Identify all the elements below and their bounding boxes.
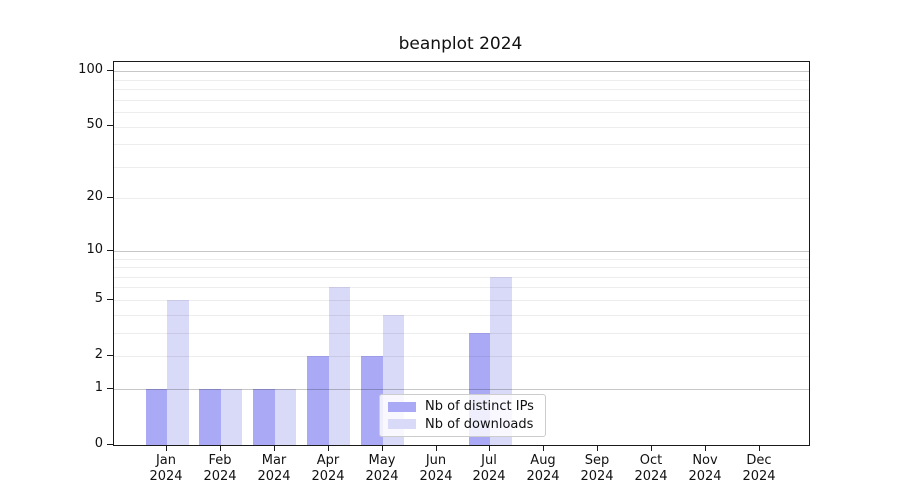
x-tick-month: Jun [425, 453, 447, 468]
x-tick-year: 2024 [149, 469, 183, 484]
x-tick-year: 2024 [688, 469, 722, 484]
y-tick-mark [107, 299, 113, 300]
x-tick-mark [382, 445, 383, 451]
x-axis-tick-label: May 2024 [350, 453, 414, 485]
bar-jan-ips [145, 388, 167, 445]
y-tick-mark [107, 355, 113, 356]
x-tick-year: 2024 [311, 469, 345, 484]
legend-item: Nb of distinct IPs [388, 399, 537, 414]
x-tick-month: Nov [692, 453, 718, 468]
x-tick-mark [274, 445, 275, 451]
x-tick-month: May [368, 453, 396, 468]
x-tick-mark [220, 445, 221, 451]
x-tick-mark [705, 445, 706, 451]
x-tick-year: 2024 [742, 469, 776, 484]
x-tick-month: Aug [530, 453, 556, 468]
bar-apr-downloads [328, 287, 351, 445]
x-axis-tick-label: Feb 2024 [188, 453, 252, 485]
y-tick-mark [107, 197, 113, 198]
bar-mar-ips [253, 388, 275, 445]
bar-mar-downloads [274, 388, 297, 445]
plot-area: Nb of distinct IPs Nb of downloads [113, 61, 810, 446]
chart-title: beanplot 2024 [398, 34, 523, 54]
x-tick-year: 2024 [472, 469, 506, 484]
x-tick-mark [759, 445, 760, 451]
y-axis-tick-label: 2 [94, 347, 103, 362]
x-tick-month: Sep [584, 453, 610, 468]
legend-label: Nb of downloads [425, 416, 534, 432]
x-axis-tick-label: Oct 2024 [619, 453, 683, 485]
x-tick-year: 2024 [419, 469, 453, 484]
x-tick-mark [597, 445, 598, 451]
y-axis-tick-label: 20 [86, 189, 103, 204]
bar-feb-downloads [220, 388, 243, 445]
x-axis-tick-label: Dec 2024 [727, 453, 791, 485]
x-axis-tick-label: Jun 2024 [404, 453, 468, 485]
x-tick-mark [651, 445, 652, 451]
x-tick-month: Oct [639, 453, 663, 468]
y-tick-mark [107, 388, 113, 389]
bar-apr-ips [307, 355, 329, 445]
x-tick-year: 2024 [634, 469, 668, 484]
y-tick-mark [107, 444, 113, 445]
x-tick-year: 2024 [203, 469, 237, 484]
x-tick-month: Jul [481, 453, 497, 468]
x-axis-tick-label: Mar 2024 [242, 453, 306, 485]
y-axis-tick-label: 5 [94, 291, 103, 306]
legend: Nb of distinct IPs Nb of downloads [379, 394, 546, 437]
y-axis-tick-label: 10 [86, 242, 103, 257]
legend-swatch [388, 419, 416, 430]
y-axis-tick-label: 100 [78, 62, 103, 77]
bars-layer [114, 62, 809, 445]
x-axis-tick-label: Sep 2024 [565, 453, 629, 485]
bar-feb-ips [199, 388, 221, 445]
bar-jan-downloads [167, 299, 189, 445]
legend-swatch [388, 401, 416, 412]
x-tick-mark [328, 445, 329, 451]
x-tick-month: Dec [746, 453, 772, 468]
legend-label: Nb of distinct IPs [425, 399, 534, 415]
x-axis-tick-label: Apr 2024 [296, 453, 360, 485]
y-axis-tick-label: 0 [94, 436, 103, 451]
x-tick-mark [543, 445, 544, 451]
y-tick-mark [107, 250, 113, 251]
y-axis-tick-label: 1 [94, 380, 103, 395]
x-tick-year: 2024 [257, 469, 291, 484]
x-tick-mark [436, 445, 437, 451]
x-axis-tick-label: Nov 2024 [673, 453, 737, 485]
y-axis-tick-label: 50 [86, 117, 103, 132]
legend-item: Nb of downloads [388, 417, 537, 432]
bar-may-ips [361, 355, 383, 445]
x-axis-tick-label: Jan 2024 [134, 453, 198, 485]
x-tick-mark [166, 445, 167, 451]
x-tick-year: 2024 [526, 469, 560, 484]
y-tick-mark [107, 125, 113, 126]
x-axis-tick-label: Jul 2024 [457, 453, 521, 485]
x-tick-month: Jan [155, 453, 177, 468]
x-tick-month: Mar [261, 453, 287, 468]
x-tick-month: Apr [316, 453, 340, 468]
y-tick-mark [107, 70, 113, 71]
x-axis-tick-label: Aug 2024 [511, 453, 575, 485]
x-tick-mark [489, 445, 490, 451]
x-tick-year: 2024 [580, 469, 614, 484]
x-tick-month: Feb [208, 453, 232, 468]
x-tick-year: 2024 [365, 469, 399, 484]
